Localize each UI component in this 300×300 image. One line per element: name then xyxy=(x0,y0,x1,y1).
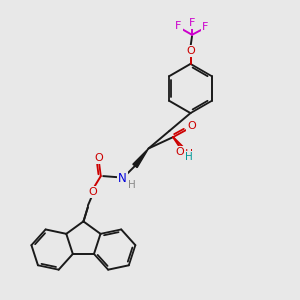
Text: O: O xyxy=(88,187,97,197)
Text: O: O xyxy=(187,121,196,131)
Text: F: F xyxy=(201,22,208,32)
Text: O: O xyxy=(94,153,103,163)
Polygon shape xyxy=(133,148,148,168)
Text: O: O xyxy=(176,147,184,157)
Text: N: N xyxy=(118,172,127,185)
Text: OH: OH xyxy=(177,148,193,159)
Text: F: F xyxy=(175,21,182,32)
Text: H: H xyxy=(185,152,193,162)
Text: F: F xyxy=(189,18,195,28)
Text: H: H xyxy=(128,179,136,190)
Text: O: O xyxy=(186,46,195,56)
